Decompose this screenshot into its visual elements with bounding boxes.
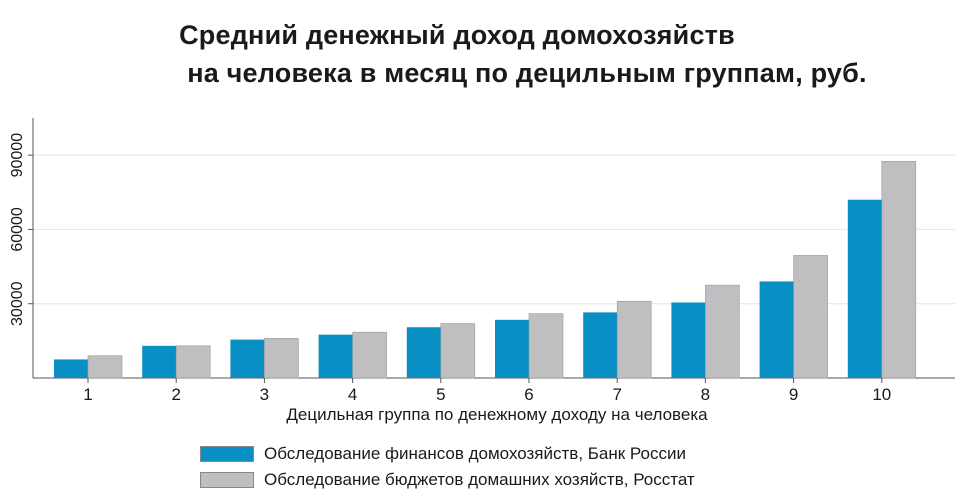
bar-s1-5 xyxy=(406,327,441,378)
legend-label-rosstat: Обследование бюджетов домашних хозяйств,… xyxy=(264,470,695,489)
bar-s1-9 xyxy=(759,281,794,378)
bar-s2-10 xyxy=(881,161,917,379)
x-tick-label-9: 9 xyxy=(789,385,798,404)
legend-label-bank-russia: Обследование финансов домохозяйств, Банк… xyxy=(264,444,686,463)
bar-s2-8 xyxy=(705,284,740,379)
bar-s2-2 xyxy=(175,345,211,379)
bar-s2-4 xyxy=(352,331,387,379)
bar-s2-7 xyxy=(616,300,652,379)
bar-s2-3 xyxy=(264,338,299,379)
chart-title-line-2: на человека в месяц по децильным группам… xyxy=(187,58,867,88)
y-tick-label-60000: 60000 xyxy=(9,207,26,252)
legend-item-bank-russia: Обследование финансов домохозяйств, Банк… xyxy=(200,444,686,464)
x-tick-label-5: 5 xyxy=(436,385,445,404)
legend-swatch-bank-russia xyxy=(200,446,254,462)
bar-s1-7 xyxy=(583,312,618,378)
x-tick-label-7: 7 xyxy=(612,385,621,404)
x-tick-label-2: 2 xyxy=(171,385,180,404)
bar-s2-9 xyxy=(793,255,828,379)
legend-item-rosstat: Обследование бюджетов домашних хозяйств,… xyxy=(200,470,695,490)
x-tick-label-1: 1 xyxy=(83,385,92,404)
x-tick-label-10: 10 xyxy=(872,385,891,404)
x-tick-label-6: 6 xyxy=(524,385,533,404)
bar-s2-1 xyxy=(87,355,123,379)
bar-s1-6 xyxy=(495,319,529,378)
bar-s1-10 xyxy=(847,199,882,378)
x-tick-label-4: 4 xyxy=(348,385,357,404)
bar-chart: 30000 60000 90000 1 2 3 4 5 6 7 8 9 10 xyxy=(9,118,955,404)
x-tick-label-8: 8 xyxy=(701,385,710,404)
chart-title-line-1: Средний денежный доход домохозяйств xyxy=(179,20,735,50)
bar-s2-5 xyxy=(440,323,476,379)
y-tick-label-30000: 30000 xyxy=(9,281,26,326)
legend-swatch-rosstat xyxy=(200,472,254,488)
bar-s1-4 xyxy=(318,334,353,378)
bar-s1-2 xyxy=(142,345,177,378)
y-tick-label-90000: 90000 xyxy=(9,133,26,178)
bar-s1-3 xyxy=(230,339,265,378)
bar-s1-8 xyxy=(671,302,706,378)
x-tick-label-3: 3 xyxy=(260,385,269,404)
bar-s1-1 xyxy=(54,359,88,378)
x-axis-label: Децильная группа по денежному доходу на … xyxy=(286,405,708,424)
bar-s2-6 xyxy=(528,313,564,379)
